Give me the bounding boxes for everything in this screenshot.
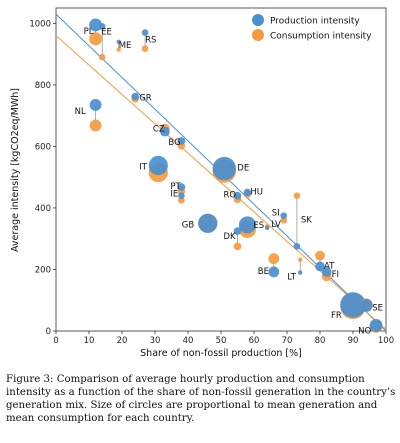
figure-caption: Figure 3: Comparison of average hourly p… — [6, 374, 396, 424]
production-point-dk — [233, 227, 242, 235]
country-label-bg: BG — [168, 138, 180, 148]
country-label-gr: GR — [139, 94, 152, 104]
country-label-pt: PT — [170, 182, 181, 192]
x-tick-label: 50 — [216, 336, 227, 346]
production-point-pl — [89, 18, 103, 32]
legend: Production intensity Consumption intensi… — [252, 14, 372, 42]
production-point-at — [315, 261, 325, 272]
production-point-gr — [131, 92, 140, 101]
country-label-fi: FI — [332, 270, 339, 280]
country-label-lt: LT — [287, 273, 297, 283]
x-tick-label: 30 — [150, 336, 161, 346]
consumption-point-me — [116, 47, 121, 52]
consumption-point-ee — [98, 53, 106, 61]
production-point-be — [268, 266, 280, 278]
y-tick-label: 0 — [46, 327, 51, 337]
y-tick-label: 200 — [35, 265, 51, 275]
country-label-ro: RO — [224, 191, 237, 201]
production-point-gb — [198, 213, 218, 233]
production-point-bg — [177, 137, 186, 145]
consumption-point-nl — [89, 119, 102, 132]
country-label-se: SE — [372, 303, 383, 313]
country-label-cz: CZ — [153, 125, 165, 135]
y-tick-label: 1000 — [29, 19, 51, 29]
production-point-fr — [340, 292, 366, 318]
x-tick-label: 60 — [249, 336, 260, 346]
country-label-dk: DK — [224, 232, 237, 242]
production-point-se — [359, 299, 373, 312]
country-label-no: NO — [358, 326, 371, 336]
production-point-rs — [141, 29, 149, 36]
data-points — [89, 18, 383, 333]
legend-consumption-label: Consumption intensity — [270, 32, 372, 42]
production-point-lt — [297, 270, 303, 275]
legend-production-marker — [252, 14, 264, 26]
country-label-gb: GB — [182, 220, 195, 230]
country-label-be: BE — [258, 267, 269, 277]
country-label-si: SI — [272, 209, 280, 219]
consumption-point-rs — [141, 45, 149, 52]
x-tick-label: 40 — [183, 336, 194, 346]
consumption-point-pl — [89, 32, 103, 46]
legend-production-label: Production intensity — [270, 17, 360, 27]
y-tick-label: 800 — [35, 81, 51, 91]
production-point-pt — [177, 183, 186, 191]
country-label-de: DE — [237, 164, 249, 174]
consumption-point-be — [268, 253, 280, 265]
country-label-pl: PL — [84, 27, 94, 37]
country-label-lv: LV — [271, 220, 281, 230]
country-label-fr: FR — [331, 311, 342, 321]
consumption-point-ie — [178, 196, 185, 204]
legend-consumption-marker — [252, 29, 264, 41]
x-tick-label: 70 — [282, 336, 293, 346]
production-point-fi — [321, 267, 332, 277]
regression-line-consumption — [55, 35, 387, 330]
production-point-me — [116, 39, 121, 45]
y-axis-label: Average intensity [kgCO2eq/MWh] — [10, 88, 21, 252]
production-point-ee — [98, 23, 106, 30]
production-point-ie — [178, 192, 185, 199]
production-point-si — [280, 212, 288, 219]
production-point-hu — [243, 188, 252, 197]
y-axis-ticks: 0 200 400 600 800 1000 — [29, 19, 56, 337]
country-label-sk: SK — [301, 215, 312, 225]
country-label-at: AT — [324, 261, 335, 271]
production-point-es — [238, 216, 256, 234]
production-point-lv — [264, 225, 270, 231]
production-point-sk — [293, 243, 301, 250]
country-label-ie: IE — [170, 190, 178, 200]
production-point-cz — [160, 126, 170, 137]
x-tick-label: 80 — [315, 336, 326, 346]
consumption-point-dk — [233, 242, 242, 251]
country-label-ee: EE — [101, 27, 112, 37]
x-axis-ticks: 0 10 20 30 40 50 60 70 80 90 100 — [53, 331, 394, 346]
consumption-point-si — [280, 216, 288, 224]
x-tick-label: 20 — [117, 336, 128, 346]
x-tick-label: 10 — [84, 336, 95, 346]
country-label-hu: HU — [250, 188, 263, 198]
production-point-no — [369, 319, 383, 332]
country-label-nl: NL — [75, 107, 86, 117]
y-tick-label: 400 — [35, 204, 51, 214]
y-tick-label: 600 — [35, 142, 51, 152]
country-label-me: ME — [119, 41, 132, 51]
x-tick-label: 0 — [53, 336, 58, 346]
x-tick-label: 100 — [378, 336, 394, 346]
production-point-ro — [233, 191, 242, 200]
country-label-it: IT — [139, 163, 148, 173]
consumption-point-sk — [293, 192, 301, 199]
country-label-rs: RS — [145, 36, 156, 46]
x-axis-label: Share of non-fossil production [%] — [140, 348, 302, 359]
country-label-es: ES — [253, 221, 264, 231]
x-tick-label: 90 — [348, 336, 359, 346]
consumption-point-at — [315, 250, 325, 261]
production-point-de — [212, 156, 236, 181]
consumption-point-lt — [297, 257, 303, 262]
production-point-nl — [89, 98, 102, 111]
production-point-it — [148, 155, 168, 176]
